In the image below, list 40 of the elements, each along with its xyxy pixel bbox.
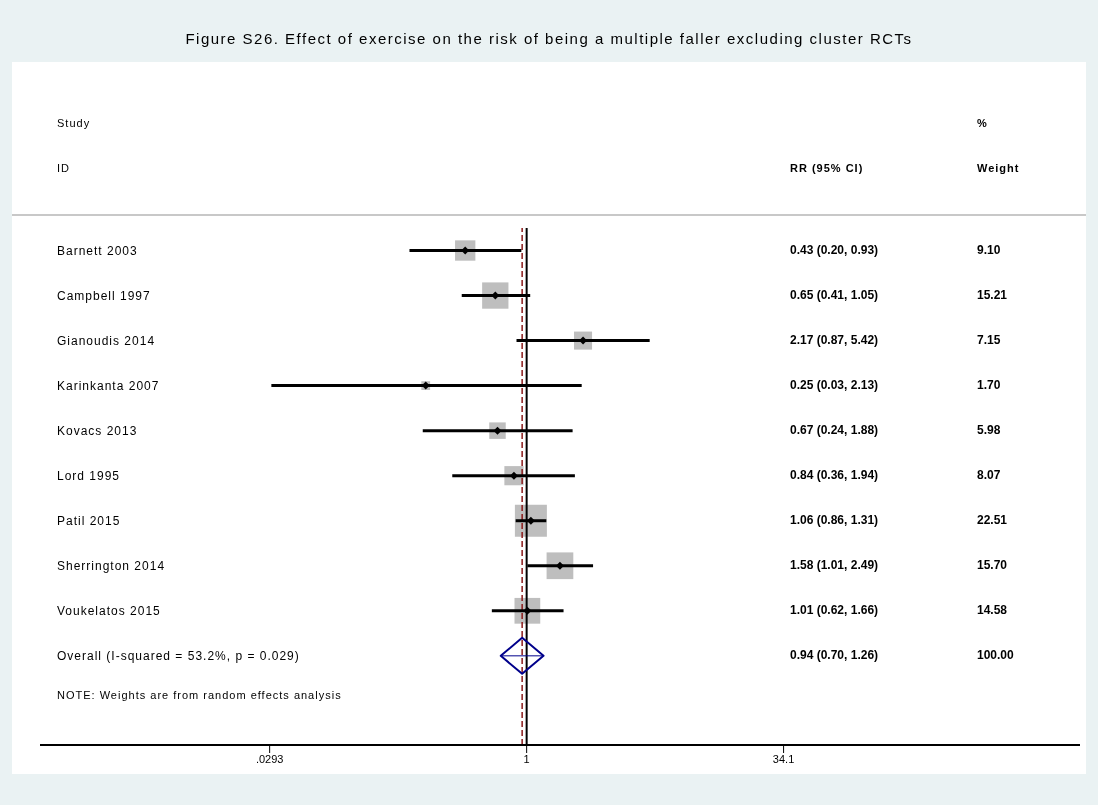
annotation: 0.84 (0.36, 1.94) xyxy=(790,467,879,482)
annotation: 15.70 xyxy=(977,557,1008,572)
x-tick-label: 1 xyxy=(523,752,530,765)
annotation: 1.70 xyxy=(977,377,1001,392)
annotation: 0.67 (0.24, 1.88) xyxy=(790,422,879,437)
y-tick-label: Voukelatos 2015 xyxy=(57,603,161,618)
text: % xyxy=(977,117,988,129)
annotation: 0.94 (0.70, 1.26) xyxy=(790,647,879,662)
y-tick-label: Lord 1995 xyxy=(57,468,121,483)
text: RR (95% CI) xyxy=(790,162,864,174)
y-tick-label: Sherrington 2014 xyxy=(57,558,166,573)
annotation: 22.51 xyxy=(977,512,1008,527)
annotation: 0.25 (0.03, 2.13) xyxy=(790,377,879,392)
y-tick-label: Gianoudis 2014 xyxy=(57,333,156,348)
text: NOTE: Weights are from random effects analysis xyxy=(57,689,342,701)
annotation: 1.01 (0.62, 1.66) xyxy=(790,602,879,617)
annotation: 0.65 (0.41, 1.05) xyxy=(790,287,879,302)
annotation: 5.98 xyxy=(977,422,1001,437)
annotation: 1.06 (0.86, 1.31) xyxy=(790,512,879,527)
y-tick-label: Overall (I-squared = 53.2%, p = 0.029) xyxy=(57,648,300,663)
y-tick-label: Patil 2015 xyxy=(57,513,121,528)
annotation: 14.58 xyxy=(977,602,1008,617)
annotation: 100.00 xyxy=(977,647,1014,662)
y-tick-label: Karinkanta 2007 xyxy=(57,378,160,393)
annotation: 15.21 xyxy=(977,287,1008,302)
chart-title: Figure S26. Effect of exercise on the risk of being a multiple faller excluding cluster RCTs xyxy=(184,30,914,47)
y-tick-label: Barnett 2003 xyxy=(57,243,138,258)
annotation: 2.17 (0.87, 5.42) xyxy=(790,332,879,347)
text: ID xyxy=(57,162,70,174)
annotation: 8.07 xyxy=(977,467,1001,482)
y-tick-label: Campbell 1997 xyxy=(57,288,151,303)
annotation: 9.10 xyxy=(977,242,1001,257)
annotation: 1.58 (1.01, 2.49) xyxy=(790,557,879,572)
text: Weight xyxy=(977,162,1020,174)
x-tick-label: .0293 xyxy=(255,752,284,765)
annotation: 7.15 xyxy=(977,332,1001,347)
y-tick-label: Kovacs 2013 xyxy=(57,423,138,438)
x-tick-label: 34.1 xyxy=(772,752,795,765)
text: Study xyxy=(57,117,91,129)
annotation: 0.43 (0.20, 0.93) xyxy=(790,242,879,257)
